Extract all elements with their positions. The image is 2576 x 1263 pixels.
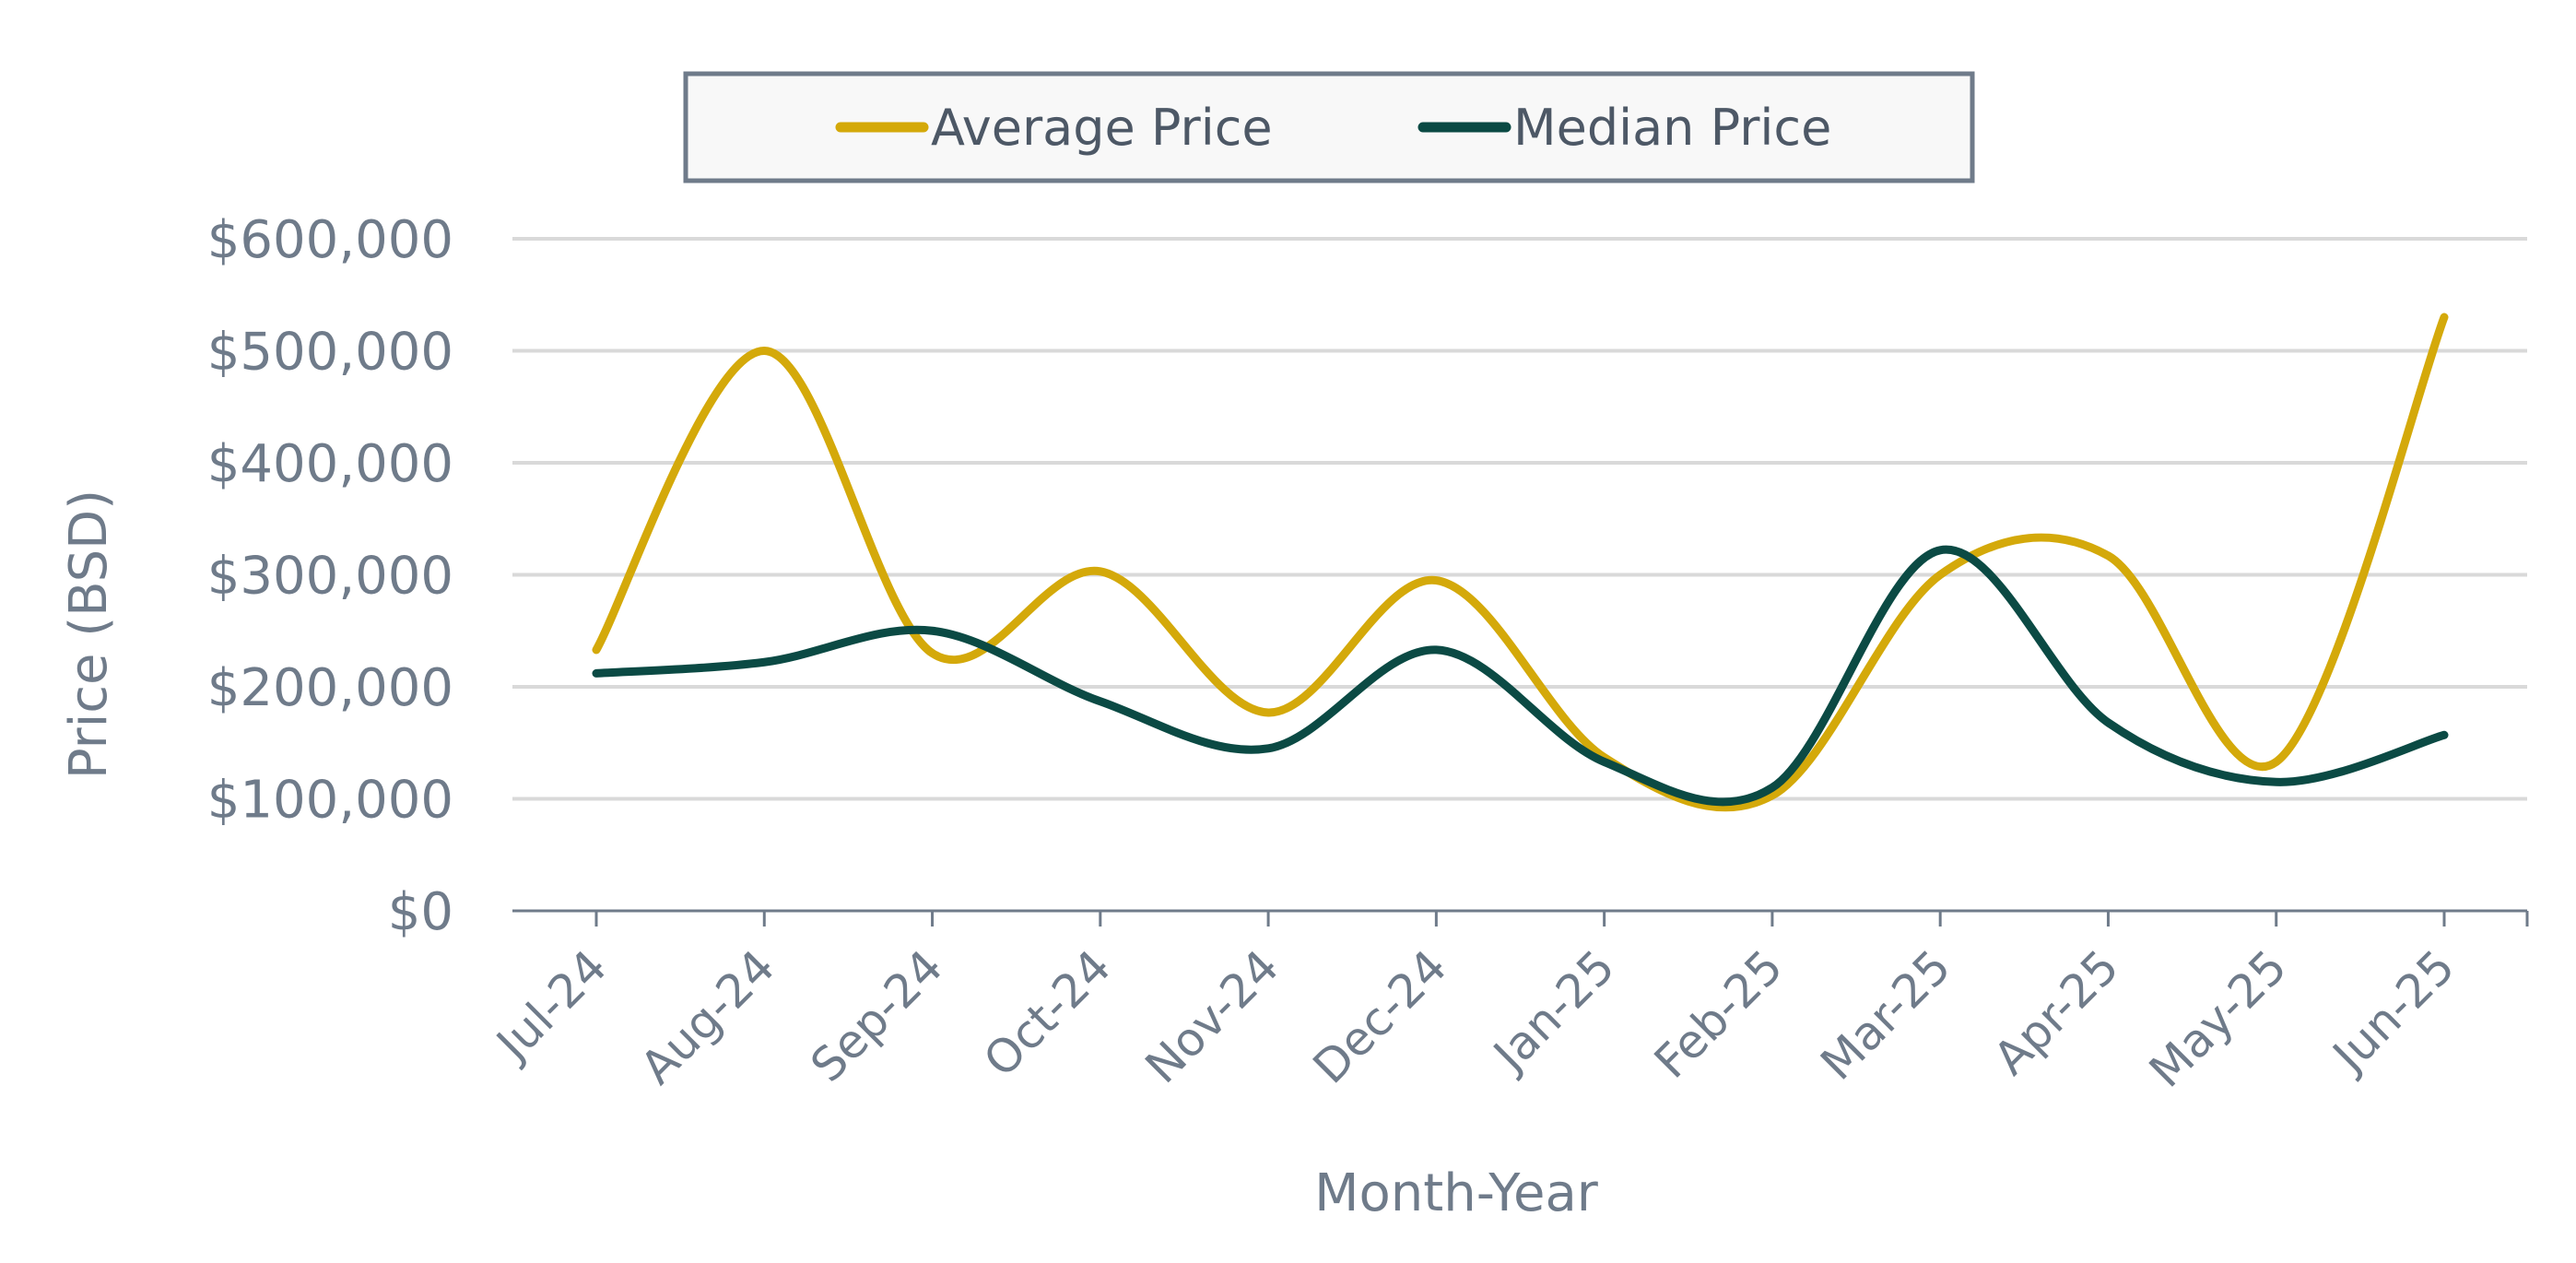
- y-tick-label: $500,000: [207, 323, 453, 383]
- x-tick-label: May-25: [2139, 939, 2297, 1097]
- x-tick-label: Apr-25: [1983, 939, 2129, 1085]
- x-tick-label: Jul-24: [485, 939, 618, 1072]
- series-lines: [592, 313, 2449, 812]
- y-tick-label: $600,000: [207, 210, 453, 270]
- x-tick-label: Feb-25: [1644, 939, 1793, 1088]
- series-line-average-price: [592, 313, 2449, 812]
- x-tick-label: Sep-24: [801, 939, 953, 1092]
- legend-label-median-price: Median Price: [1513, 99, 1831, 157]
- y-tick-label: $300,000: [207, 547, 453, 607]
- y-tick-label: $0: [388, 882, 453, 942]
- x-tick-label: Aug-24: [630, 939, 785, 1094]
- legend: Average Price Median Price: [683, 71, 1975, 183]
- x-tick-label: Nov-24: [1135, 939, 1289, 1093]
- x-tick-label: Jun-25: [2321, 939, 2464, 1083]
- y-tick-label: $100,000: [207, 771, 453, 831]
- y-tick-label: $400,000: [207, 434, 453, 494]
- gridlines: [512, 237, 2527, 801]
- x-tick-label: Oct-24: [973, 939, 1121, 1087]
- x-tick-label: Dec-24: [1303, 939, 1457, 1093]
- x-axis-tick-marks: [594, 911, 2529, 927]
- x-axis-tick-labels: Jul-24 Aug-24 Sep-24 Oct-24 Nov-24 Dec-24 Jan-…: [485, 939, 2465, 1097]
- legend-label-average-price: Average Price: [931, 99, 1273, 157]
- y-axis-title: Price (BSD): [59, 490, 119, 779]
- y-axis-tick-labels: $0 $100,000 $200,000 $300,000 $400,000 $500,0…: [207, 210, 453, 942]
- x-tick-label: Mar-25: [1810, 939, 1960, 1090]
- x-axis-title: Month-Year: [1314, 1163, 1599, 1223]
- y-tick-label: $200,000: [207, 658, 453, 718]
- series-line-median-price: [592, 545, 2449, 807]
- x-tick-label: Jan-25: [1482, 939, 1625, 1082]
